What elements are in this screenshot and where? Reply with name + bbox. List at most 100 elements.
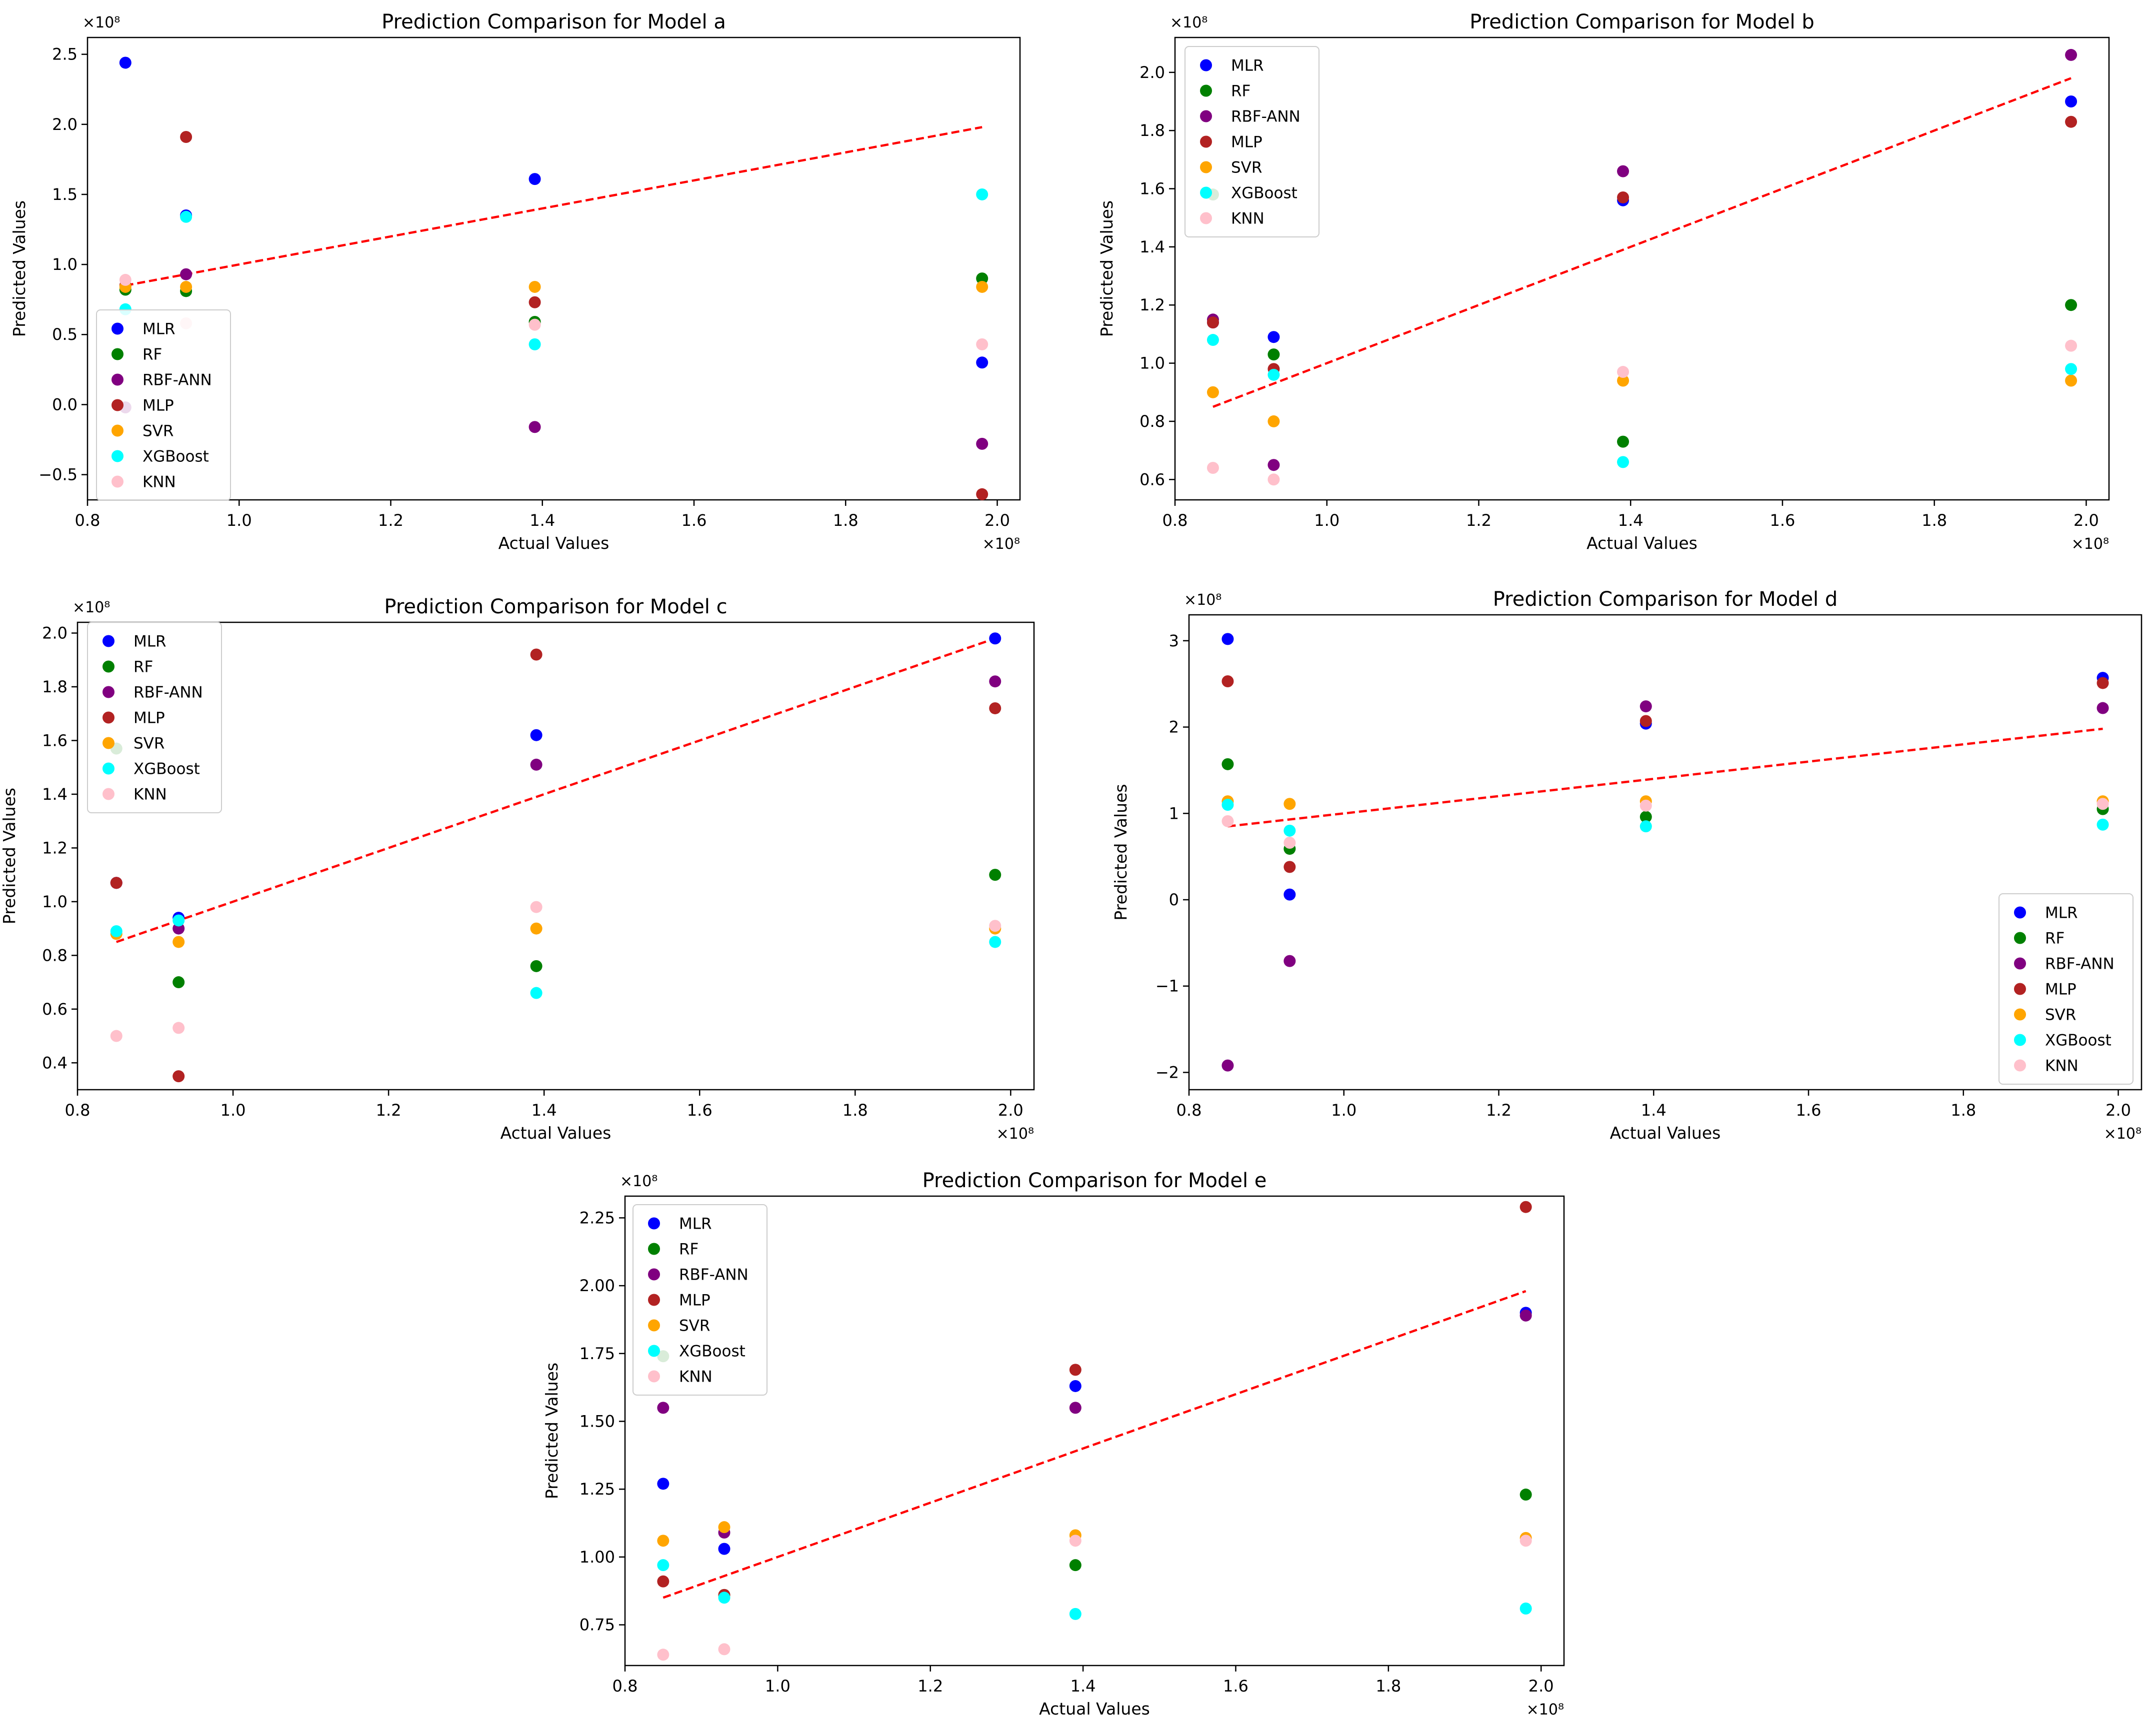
legend-marker-xgboost bbox=[648, 1345, 660, 1357]
point-mlr bbox=[119, 56, 132, 69]
point-xgboost bbox=[1284, 824, 1296, 837]
legend-marker-mlr bbox=[2014, 906, 2026, 919]
x-tick-label: 1.8 bbox=[842, 1101, 868, 1120]
y-tick-label: 2.00 bbox=[580, 1276, 615, 1295]
x-tick-label: 1.4 bbox=[1070, 1677, 1096, 1696]
point-knn bbox=[530, 901, 542, 913]
plot-frame bbox=[86, 36, 1021, 501]
point-knn bbox=[1069, 1535, 1082, 1547]
y-tick-label: 2.0 bbox=[52, 115, 78, 134]
legend-label-rf: RF bbox=[142, 346, 162, 364]
x-axis-label: Actual Values bbox=[498, 533, 610, 553]
point-mlp bbox=[530, 648, 542, 661]
point-xgboost bbox=[1617, 456, 1630, 468]
point-rbf-ann bbox=[530, 758, 542, 771]
point-xgboost bbox=[989, 936, 1002, 948]
point-mlp bbox=[1520, 1201, 1532, 1213]
point-knn bbox=[718, 1643, 730, 1656]
legend-frame bbox=[96, 309, 231, 501]
point-xgboost bbox=[1268, 368, 1280, 381]
chart-panel-3: Prediction Comparison for Model c 0.8 1.0 1… bbox=[0, 595, 1035, 1143]
y-tick-label: 0.0 bbox=[52, 395, 78, 414]
legend-marker-mlr bbox=[112, 322, 124, 335]
point-rbf-ann bbox=[1069, 1402, 1082, 1414]
legend-label-mlp: MLP bbox=[2045, 981, 2076, 999]
y-multiplier: ×10⁸ bbox=[1170, 14, 1208, 31]
point-xgboost bbox=[718, 1592, 730, 1604]
y-tick-label: 0 bbox=[1169, 890, 1179, 909]
point-mlr bbox=[976, 356, 988, 369]
x-tick-label: 1.0 bbox=[1331, 1101, 1356, 1120]
legend-marker-mlp bbox=[102, 711, 114, 724]
point-mlp bbox=[180, 131, 192, 143]
legend-frame bbox=[1184, 46, 1320, 237]
y-tick-label: 1.75 bbox=[580, 1344, 615, 1363]
x-tick-label: 1.8 bbox=[1922, 511, 1947, 530]
point-mlp bbox=[110, 877, 122, 889]
point-mlr bbox=[530, 729, 542, 741]
y-tick-label: 2.25 bbox=[580, 1208, 615, 1227]
point-mlp bbox=[1206, 316, 1219, 329]
point-rbf-ann bbox=[2096, 702, 2109, 714]
point-mlp bbox=[657, 1575, 670, 1588]
x-tick-label: 0.8 bbox=[75, 511, 100, 530]
y-multiplier: ×10⁸ bbox=[1184, 591, 1222, 609]
legend-marker-mlp bbox=[1200, 135, 1212, 148]
x-tick-label: 1.4 bbox=[532, 1101, 557, 1120]
legend-frame bbox=[1998, 893, 2134, 1085]
chart-title: Prediction Comparison for Model b bbox=[1470, 10, 1814, 33]
legend-marker-rf bbox=[2014, 932, 2026, 944]
chart-title: Prediction Comparison for Model e bbox=[922, 1169, 1267, 1192]
x-tick-label: 1.8 bbox=[1950, 1101, 1976, 1120]
point-mlr bbox=[1222, 633, 1234, 645]
legend-label-knn: KNN bbox=[2045, 1057, 2078, 1075]
x-tick-label: 1.2 bbox=[378, 511, 404, 530]
x-tick-label: 1.2 bbox=[376, 1101, 402, 1120]
point-rbf-ann bbox=[180, 268, 192, 280]
x-multiplier: ×10⁸ bbox=[2104, 1125, 2142, 1143]
plot-frame bbox=[624, 1195, 1565, 1667]
point-knn bbox=[110, 1030, 122, 1042]
x-multiplier: ×10⁸ bbox=[996, 1125, 1034, 1143]
point-xgboost bbox=[2096, 818, 2109, 831]
legend-label-knn: KNN bbox=[679, 1368, 712, 1386]
legend-marker-rbf-ann bbox=[112, 373, 124, 386]
x-axis-label: Actual Values bbox=[500, 1123, 612, 1143]
x-tick-label: 2.0 bbox=[984, 511, 1010, 530]
point-rbf-ann bbox=[1640, 700, 1652, 713]
legend-marker-rf bbox=[102, 660, 114, 673]
y-tick-label: −0.5 bbox=[38, 465, 78, 484]
x-axis-label: Actual Values bbox=[1610, 1123, 1721, 1143]
point-rf bbox=[989, 869, 1002, 881]
legend-label-rf: RF bbox=[1231, 82, 1250, 100]
legend-marker-mlr bbox=[648, 1217, 660, 1230]
legend-marker-svr bbox=[102, 737, 114, 749]
point-svr bbox=[1206, 386, 1219, 398]
point-rbf-ann bbox=[989, 675, 1002, 688]
point-knn bbox=[2096, 798, 2109, 810]
legend-marker-rf bbox=[1200, 84, 1212, 97]
point-rbf-ann bbox=[1222, 1059, 1234, 1072]
x-tick-label: 2.0 bbox=[1528, 1677, 1554, 1696]
point-knn bbox=[528, 318, 541, 331]
chart-panel-2: Prediction Comparison for Model b 0.8 1.0 1… bbox=[1097, 10, 2110, 553]
y-axis-label: Predicted Values bbox=[1097, 200, 1116, 337]
x-tick-label: 1.6 bbox=[687, 1101, 712, 1120]
x-tick-label: 1.2 bbox=[1486, 1101, 1512, 1120]
point-rf bbox=[172, 976, 185, 989]
point-knn bbox=[976, 338, 988, 350]
point-knn bbox=[657, 1649, 670, 1661]
y-tick-label: 1.5 bbox=[52, 185, 78, 204]
legend-marker-mlp bbox=[112, 399, 124, 411]
point-knn bbox=[1206, 462, 1219, 474]
point-rf bbox=[1520, 1489, 1532, 1501]
point-rf bbox=[1069, 1559, 1082, 1572]
trend-line bbox=[662, 1290, 1526, 1599]
x-tick-label: 1.8 bbox=[833, 511, 858, 530]
legend-marker-xgboost bbox=[2014, 1034, 2026, 1046]
y-tick-label: −1 bbox=[1156, 977, 1179, 996]
legend-marker-xgboost bbox=[112, 450, 124, 462]
point-svr bbox=[180, 280, 192, 293]
x-tick-label: 0.8 bbox=[1176, 1101, 1202, 1120]
y-axis-label: Predicted Values bbox=[0, 788, 19, 924]
